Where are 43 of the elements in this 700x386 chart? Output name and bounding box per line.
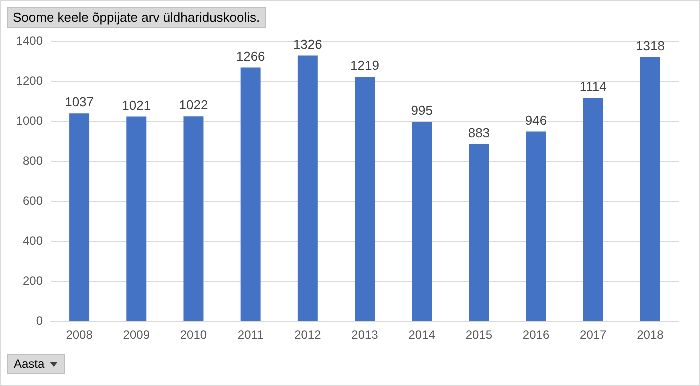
bar	[469, 144, 490, 321]
y-tick-label: 1000	[16, 114, 44, 128]
data-label: 995	[411, 103, 433, 118]
x-tick-label: 2017	[580, 328, 608, 342]
data-label: 1326	[293, 36, 322, 52]
bar	[526, 132, 546, 321]
bar	[70, 114, 90, 321]
x-tick-label: 2013	[352, 328, 379, 342]
bar	[640, 57, 660, 321]
x-tick-label: 2016	[522, 328, 550, 342]
bar	[298, 56, 318, 321]
data-label: 883	[468, 125, 490, 140]
y-tick-label: 400	[22, 234, 44, 248]
x-tick-label: 2010	[180, 328, 208, 342]
data-label: 1021	[122, 98, 152, 113]
bar	[184, 116, 204, 321]
data-label: 1022	[179, 98, 208, 113]
y-tick-label: 800	[22, 154, 44, 168]
chart-title: Soome keele õppijate arv üldhariduskoolis.	[7, 7, 266, 28]
x-tick-label: 2014	[408, 328, 436, 342]
data-label: 1266	[236, 48, 266, 64]
x-tick-label: 2008	[66, 328, 94, 342]
bar	[126, 116, 147, 321]
data-label: 1037	[65, 94, 94, 110]
data-label: 1219	[350, 58, 380, 74]
x-tick-label: 2012	[294, 328, 322, 342]
data-label: 1114	[580, 79, 607, 94]
bar	[412, 122, 432, 321]
x-tick-label: 2018	[637, 328, 664, 342]
y-tick-label: 1400	[16, 34, 44, 48]
x-tick-label: 2011	[238, 328, 264, 342]
y-tick-label: 600	[22, 194, 44, 208]
bar	[240, 68, 261, 321]
x-tick-label: 2015	[466, 328, 493, 342]
bar	[583, 98, 604, 321]
y-tick-label: 1200	[16, 74, 44, 88]
y-tick-label: 200	[22, 274, 44, 288]
bar	[355, 77, 375, 321]
y-tick-label: 0	[36, 314, 44, 328]
x-tick-label: 2009	[123, 328, 150, 342]
data-label: 1318	[636, 38, 665, 54]
data-label: 946	[525, 112, 548, 128]
x-axis-title: Aasta	[14, 357, 45, 371]
